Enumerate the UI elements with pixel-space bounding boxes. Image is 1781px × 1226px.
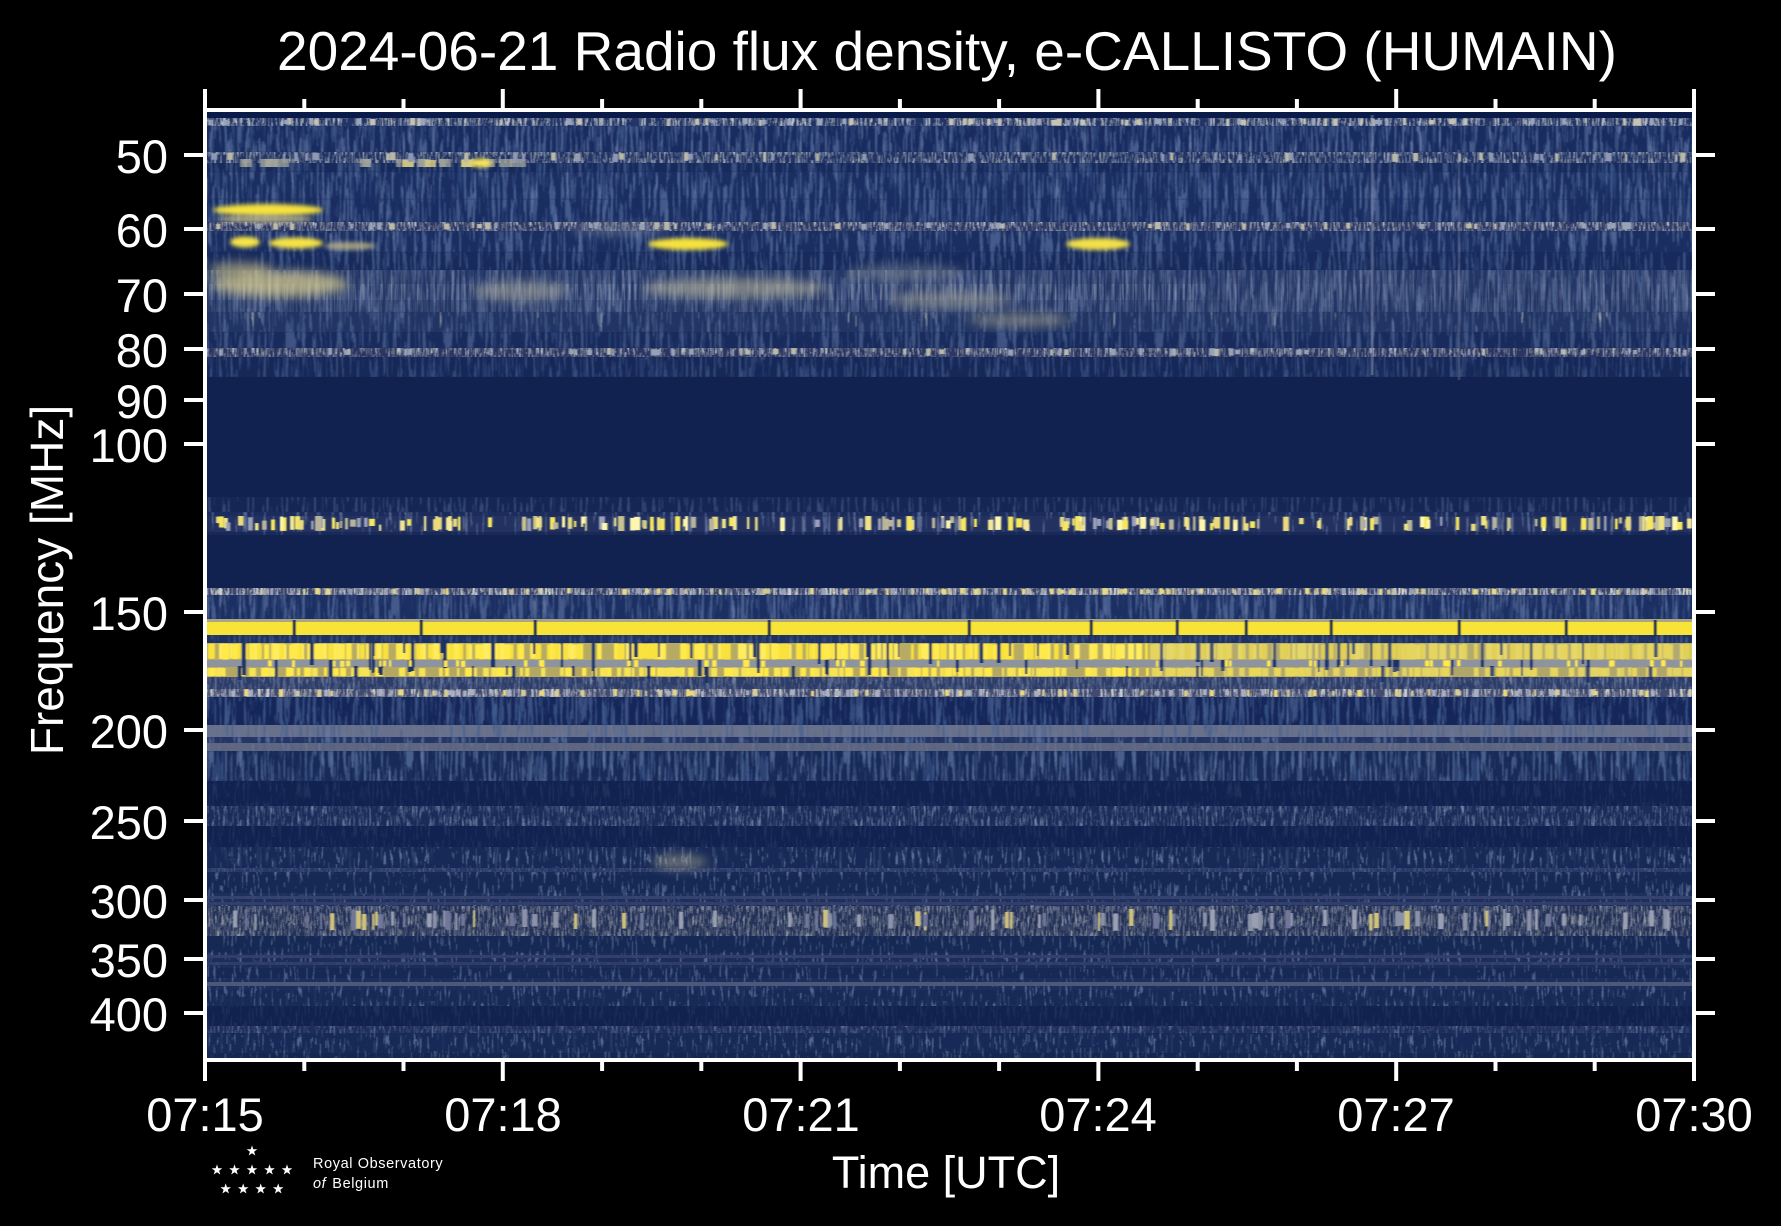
svg-text:07:27: 07:27 bbox=[1337, 1088, 1455, 1141]
svg-text:300: 300 bbox=[90, 875, 168, 928]
svg-text:07:24: 07:24 bbox=[1039, 1088, 1157, 1141]
svg-text:2024-06-21 Radio flux density,: 2024-06-21 Radio flux density, e-CALLIST… bbox=[277, 20, 1617, 82]
svg-text:250: 250 bbox=[90, 796, 168, 849]
svg-text:07:18: 07:18 bbox=[444, 1088, 562, 1141]
svg-text:07:15: 07:15 bbox=[146, 1088, 264, 1141]
svg-text:200: 200 bbox=[90, 705, 168, 758]
svg-text:Royal Observatory: Royal Observatory bbox=[313, 1156, 443, 1172]
svg-text:50: 50 bbox=[116, 130, 168, 183]
svg-text:Time [UTC]: Time [UTC] bbox=[832, 1147, 1060, 1198]
svg-text:100: 100 bbox=[90, 419, 168, 472]
svg-text:60: 60 bbox=[116, 204, 168, 257]
svg-text:07:21: 07:21 bbox=[742, 1088, 860, 1141]
svg-text:70: 70 bbox=[116, 269, 168, 322]
svg-text:400: 400 bbox=[90, 988, 168, 1041]
svg-text:90: 90 bbox=[116, 375, 168, 428]
svg-text:350: 350 bbox=[90, 934, 168, 987]
svg-text:Frequency [MHz]: Frequency [MHz] bbox=[21, 405, 73, 755]
svg-text:80: 80 bbox=[116, 324, 168, 377]
svg-text:07:30: 07:30 bbox=[1635, 1088, 1753, 1141]
svg-text:150: 150 bbox=[90, 587, 168, 640]
